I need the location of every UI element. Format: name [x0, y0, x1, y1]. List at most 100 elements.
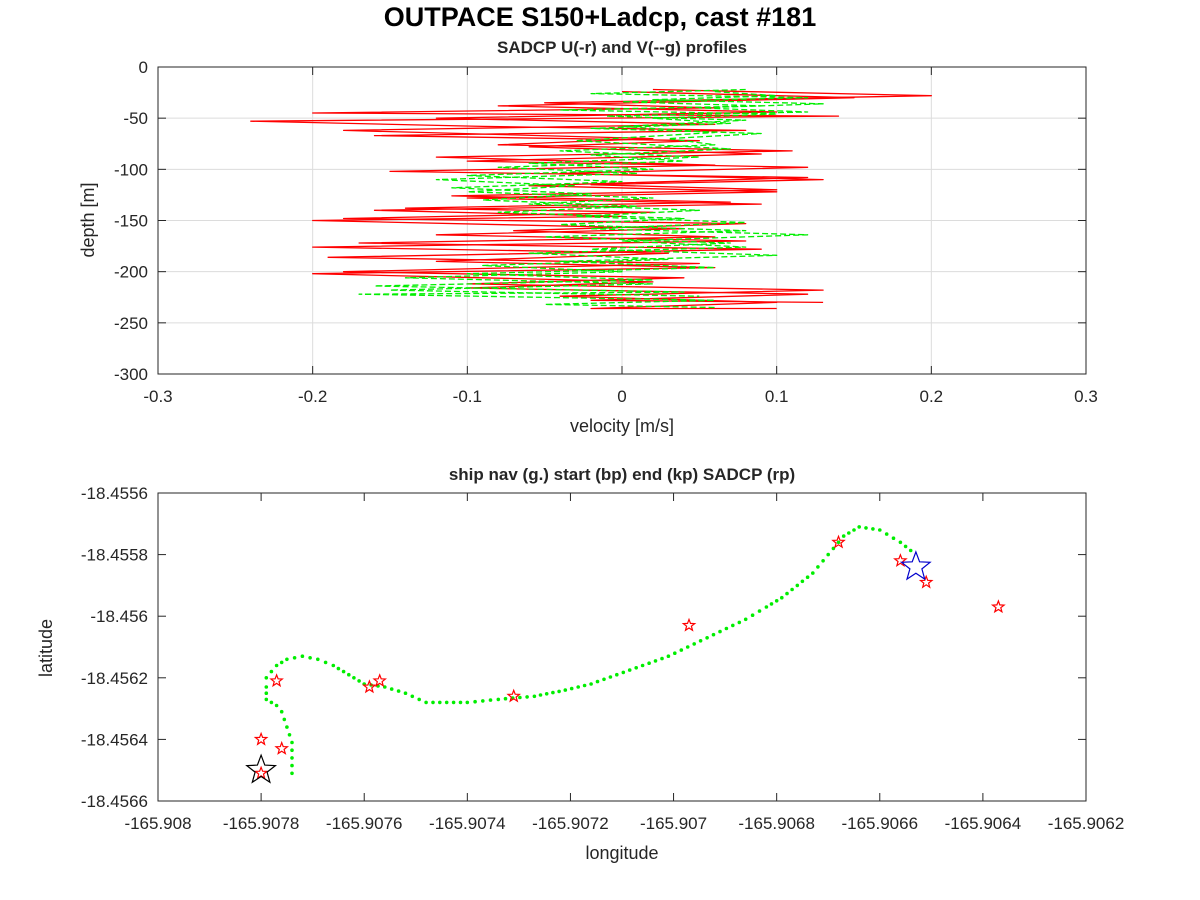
nav-plot-frame — [157, 492, 1087, 802]
profile-series — [250, 88, 932, 310]
nav-track-point — [551, 690, 555, 695]
sadcp-point-marker — [253, 731, 269, 746]
nav-x-tick-label: -165.9076 — [326, 814, 403, 833]
nav-track-point — [805, 575, 810, 579]
nav-plot: -165.908 -165.9078 -165.9076 -165.9074 -165.… — [36, 465, 1124, 863]
nav-track-point — [264, 691, 269, 695]
nav-track-point — [532, 694, 537, 699]
nav-track-point — [826, 552, 830, 557]
nav-track-point — [488, 698, 493, 702]
v-velocity-profile-line — [358, 88, 809, 309]
profile-ticks: -0.3 -0.2 -0.1 0 0.1 0.2 0.3 -300 -250 -200 -150 -1… — [114, 58, 1098, 406]
nav-track-point — [711, 632, 716, 637]
profile-x-tick-label: 0.2 — [920, 387, 944, 406]
nav-x-tick-label: -165.9064 — [945, 814, 1022, 833]
nav-track-point — [389, 687, 394, 691]
nav-track-point — [750, 613, 755, 617]
nav-track-point — [431, 700, 435, 705]
nav-track-point — [557, 689, 561, 694]
nav-plot-title: ship nav (g.) start (bp) end (kp) SADCP … — [449, 465, 795, 484]
nav-track-point — [857, 525, 861, 529]
nav-y-tick-label: -18.4556 — [81, 484, 148, 503]
nav-track-point — [336, 666, 341, 671]
nav-track-point — [602, 677, 606, 682]
profile-y-tick-label: -100 — [114, 160, 148, 179]
nav-track-point — [544, 692, 549, 696]
nav-track-point — [698, 639, 703, 643]
nav-track-point — [821, 559, 825, 563]
nav-track-point — [538, 693, 543, 697]
nav-track-point — [417, 697, 422, 702]
nav-track-point — [396, 689, 401, 693]
nav-track-point — [615, 672, 619, 677]
sadcp-point-marker — [990, 599, 1006, 614]
nav-track-point — [640, 663, 645, 668]
nav-track-point — [891, 536, 896, 540]
nav-track-point — [323, 660, 328, 665]
u-velocity-profile-line — [250, 88, 932, 310]
nav-track-point — [438, 700, 442, 705]
nav-track-point — [795, 583, 800, 588]
nav-track-point — [403, 691, 408, 695]
nav-track-point — [621, 670, 626, 675]
nav-track-point — [852, 528, 856, 532]
nav-x-tick-label: -165.9068 — [738, 814, 815, 833]
nav-track-point — [790, 587, 794, 592]
end-point-marker — [245, 753, 278, 784]
nav-track-point — [274, 663, 279, 668]
nav-x-tick-label: -165.9062 — [1048, 814, 1125, 833]
nav-track-point — [290, 740, 294, 745]
nav-x-tick-label: -165.9074 — [429, 814, 506, 833]
nav-track-point — [769, 602, 774, 606]
nav-track-point — [264, 697, 269, 702]
nav-track-point — [884, 532, 889, 536]
nav-track-point — [569, 686, 574, 691]
nav-track-point — [841, 534, 846, 538]
nav-track-point — [731, 623, 735, 628]
nav-track-point — [290, 748, 294, 752]
nav-x-tick-label: -165.907 — [640, 814, 707, 833]
nav-track-point — [627, 668, 632, 672]
sadcp-point-marker — [893, 553, 908, 567]
profile-y-tick-label: -150 — [114, 212, 148, 231]
nav-track-point — [292, 656, 297, 660]
nav-track-point — [647, 661, 651, 665]
profile-x-tick-label: -0.3 — [143, 387, 172, 406]
nav-track-point — [264, 685, 269, 689]
profile-y-tick-label: -200 — [114, 263, 148, 282]
nav-y-tick-label: -18.456 — [90, 607, 148, 626]
nav-track-point — [264, 676, 269, 680]
nav-y-tick-label: -18.4562 — [81, 669, 148, 688]
nav-track-point — [331, 663, 336, 668]
nav-track-point — [764, 605, 769, 609]
profile-x-label: velocity [m/s] — [570, 416, 674, 436]
nav-track-point — [525, 695, 529, 699]
nav-track-point — [269, 700, 274, 705]
nav-track-point — [816, 565, 820, 569]
nav-track-point — [898, 540, 903, 545]
nav-x-label: longitude — [585, 843, 658, 863]
nav-track-point — [424, 700, 428, 705]
nav-y-tick-label: -18.4558 — [81, 546, 148, 565]
profile-x-tick-label: 0.3 — [1074, 387, 1098, 406]
profile-y-tick-label: 0 — [139, 58, 148, 77]
nav-track-point — [757, 609, 762, 613]
profile-x-tick-label: -0.1 — [453, 387, 482, 406]
nav-track-point — [660, 656, 664, 661]
profile-x-tick-label: 0 — [617, 387, 626, 406]
nav-track-point — [718, 629, 722, 634]
nav-track-point — [847, 531, 851, 535]
nav-y-tick-label: -18.4564 — [81, 730, 148, 749]
nav-track-point — [582, 683, 587, 688]
profile-y-tick-label: -50 — [123, 109, 148, 128]
profile-y-tick-label: -250 — [114, 314, 148, 333]
nav-track-point — [871, 527, 875, 531]
nav-track-point — [290, 771, 294, 776]
nav-x-tick-label: -165.9072 — [532, 814, 609, 833]
nav-track-point — [589, 682, 593, 686]
sadcp-point-marker — [269, 673, 284, 688]
nav-track-point — [563, 688, 568, 692]
nav-track-point — [282, 717, 287, 722]
start-point-marker — [899, 550, 932, 581]
